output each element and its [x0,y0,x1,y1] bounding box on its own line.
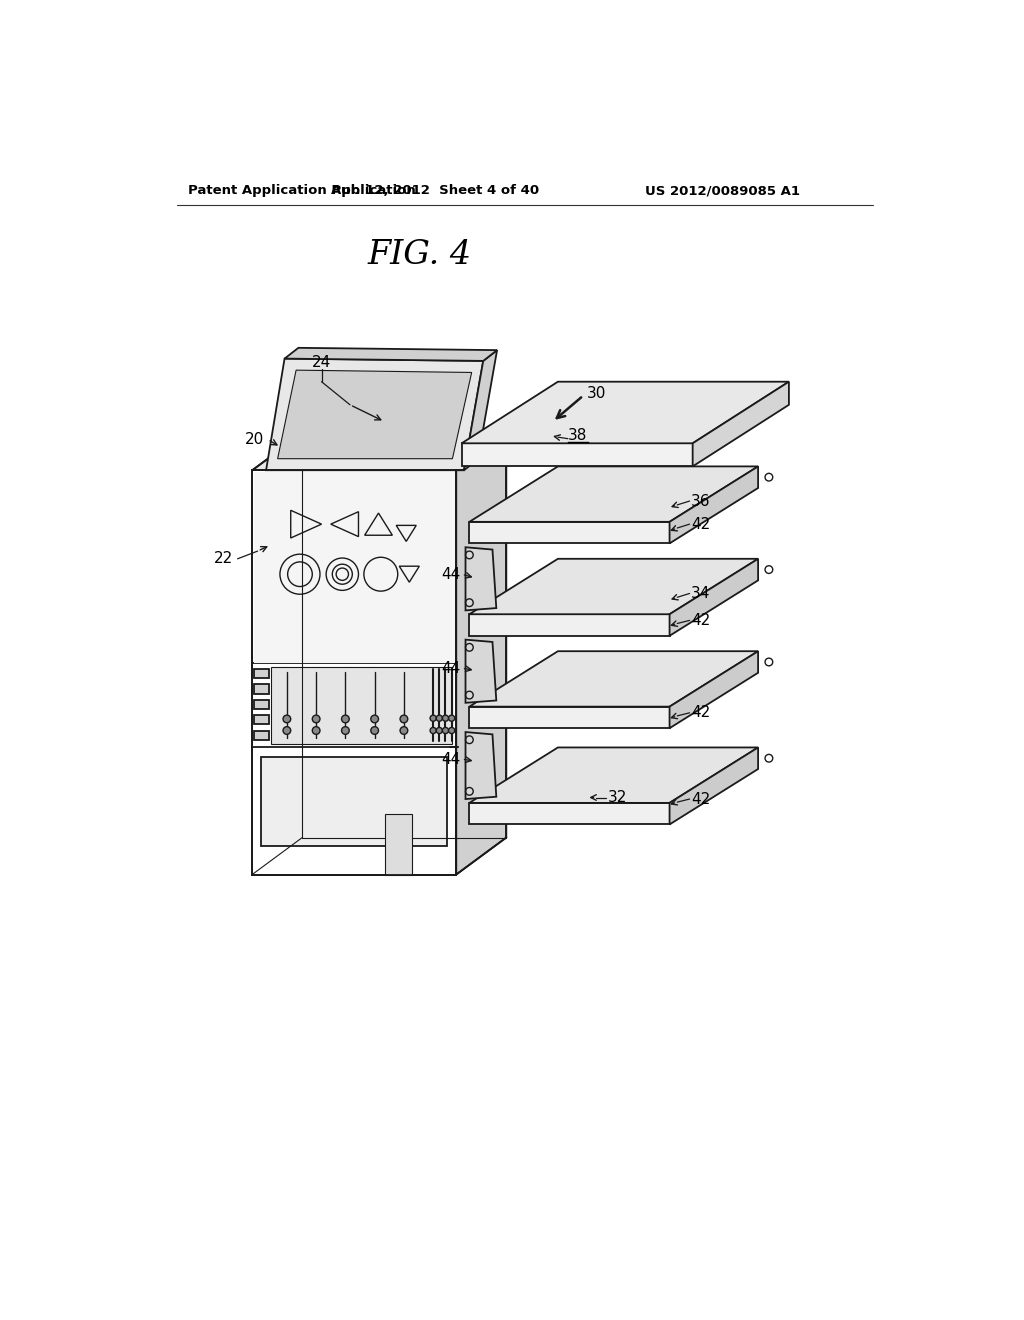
Text: Patent Application Publication: Patent Application Publication [188,185,416,197]
Text: 44: 44 [441,566,460,582]
Polygon shape [670,558,758,636]
Polygon shape [254,684,269,693]
Polygon shape [464,350,497,470]
Circle shape [430,727,436,734]
Text: US 2012/0089085 A1: US 2012/0089085 A1 [645,185,801,197]
Polygon shape [271,667,453,743]
Circle shape [442,715,449,721]
Text: 32: 32 [608,789,628,805]
Polygon shape [670,747,758,825]
Circle shape [449,727,455,734]
Text: Apr. 12, 2012  Sheet 4 of 40: Apr. 12, 2012 Sheet 4 of 40 [331,185,539,197]
Polygon shape [254,700,269,709]
Polygon shape [278,370,472,459]
Text: FIG. 4: FIG. 4 [368,239,471,271]
Text: 42: 42 [691,516,711,532]
Text: 30: 30 [587,385,606,401]
Circle shape [436,727,442,734]
Polygon shape [469,614,670,636]
Polygon shape [466,733,497,799]
Circle shape [442,727,449,734]
Polygon shape [469,651,758,706]
Circle shape [449,715,455,721]
Circle shape [283,726,291,734]
Polygon shape [266,359,483,470]
Polygon shape [285,348,497,360]
Text: 38: 38 [567,428,587,444]
Circle shape [400,715,408,723]
Circle shape [436,715,442,721]
Text: 42: 42 [691,792,711,807]
Polygon shape [469,803,670,825]
Polygon shape [670,466,758,544]
Text: 20: 20 [245,432,264,447]
Polygon shape [254,471,455,663]
Circle shape [312,726,319,734]
Polygon shape [252,470,457,875]
Circle shape [371,726,379,734]
Circle shape [283,715,291,723]
Circle shape [371,715,379,723]
Text: 42: 42 [691,705,711,721]
Text: 44: 44 [441,751,460,767]
Polygon shape [469,558,758,614]
Circle shape [400,726,408,734]
Polygon shape [469,747,758,803]
Text: 24: 24 [312,355,331,370]
Text: 42: 42 [691,612,711,628]
Polygon shape [385,814,412,875]
Polygon shape [254,669,269,678]
Polygon shape [469,706,670,729]
Polygon shape [469,521,670,544]
Circle shape [342,726,349,734]
Circle shape [342,715,349,723]
Text: 36: 36 [691,494,711,508]
Polygon shape [670,651,758,729]
Polygon shape [466,640,497,702]
Circle shape [430,715,436,721]
Polygon shape [261,756,447,846]
Polygon shape [254,730,269,739]
Text: 22: 22 [214,552,233,566]
Polygon shape [692,381,788,466]
Polygon shape [462,381,788,444]
Text: 34: 34 [691,586,711,601]
Circle shape [312,715,319,723]
Polygon shape [457,433,506,875]
Polygon shape [466,548,497,610]
Polygon shape [254,715,269,725]
Polygon shape [462,444,692,466]
Text: 44: 44 [441,660,460,676]
Polygon shape [252,433,506,470]
Polygon shape [469,466,758,521]
